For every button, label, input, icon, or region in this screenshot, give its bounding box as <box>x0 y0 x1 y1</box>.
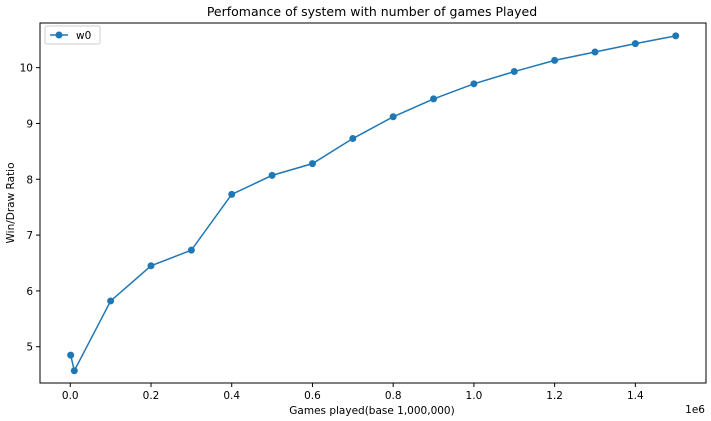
data-point <box>470 80 478 88</box>
data-point <box>389 113 397 121</box>
data-point <box>308 160 316 168</box>
data-point <box>67 351 75 359</box>
y-tick-label: 7 <box>26 230 33 242</box>
y-tick-label: 5 <box>26 342 33 354</box>
data-point <box>631 40 639 48</box>
legend-box <box>44 25 101 45</box>
y-axis-label: Win/Draw Ratio <box>5 163 17 244</box>
data-point <box>430 95 438 103</box>
x-tick-label: 0.6 <box>304 390 321 402</box>
data-point <box>268 171 276 179</box>
series-layer <box>67 32 680 375</box>
data-point <box>551 56 559 64</box>
data-point <box>591 48 599 56</box>
data-point <box>107 297 115 305</box>
x-tick-label: 0.8 <box>385 390 402 402</box>
legend: w0 <box>44 25 101 45</box>
y-tick-label: 8 <box>26 174 33 186</box>
chart-title: Perfomance of system with number of game… <box>207 4 537 19</box>
data-point <box>510 68 518 76</box>
y-tick-label: 10 <box>20 63 33 75</box>
data-point <box>672 32 680 40</box>
legend-label-w0: w0 <box>76 30 91 42</box>
data-point <box>147 262 155 270</box>
x-tick-label: 0.2 <box>143 390 160 402</box>
legend-marker-w0 <box>55 31 63 39</box>
x-tick-label: 0.0 <box>62 390 79 402</box>
y-tick-label: 6 <box>26 286 33 298</box>
x-axis-ticks: 0.0 0.2 0.4 0.6 0.8 1.0 1.2 1.4 <box>62 383 644 402</box>
y-tick-label: 9 <box>26 118 33 130</box>
x-tick-label: 1.0 <box>466 390 483 402</box>
x-tick-label: 0.4 <box>223 390 240 402</box>
x-axis-label: Games played(base 1,000,000) <box>289 405 454 417</box>
x-axis-offset-label: 1e6 <box>685 404 705 416</box>
x-tick-label: 1.2 <box>546 390 563 402</box>
data-point <box>228 190 236 198</box>
data-point <box>349 135 357 143</box>
y-axis-ticks: 5 6 7 8 9 10 <box>20 63 40 354</box>
data-point <box>70 367 78 375</box>
plot-area-frame <box>39 22 707 384</box>
x-tick-label: 1.4 <box>627 390 644 402</box>
data-point <box>187 246 195 254</box>
